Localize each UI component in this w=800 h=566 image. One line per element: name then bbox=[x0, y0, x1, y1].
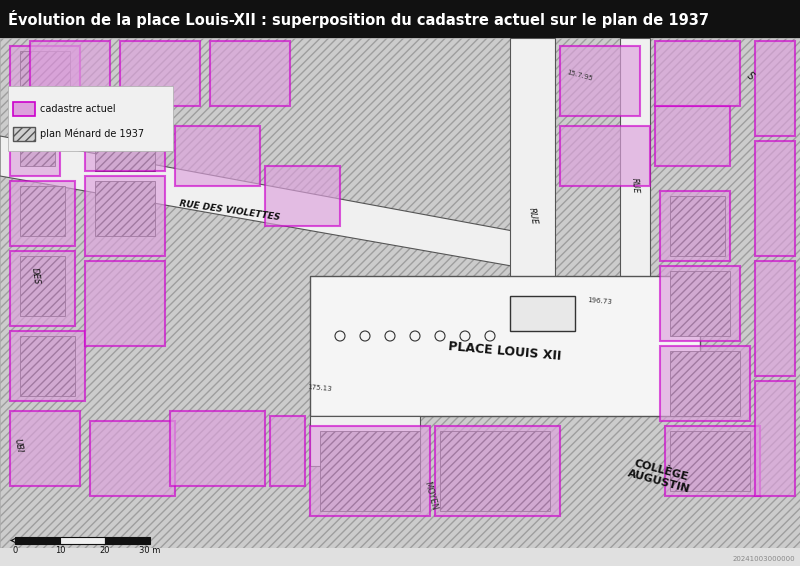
Polygon shape bbox=[10, 46, 80, 106]
Polygon shape bbox=[30, 41, 110, 106]
Bar bbox=[13, 127, 35, 141]
Text: 20241003000000: 20241003000000 bbox=[732, 556, 795, 562]
Polygon shape bbox=[435, 426, 560, 516]
Polygon shape bbox=[510, 38, 555, 316]
Text: COLLÈGE
AUGUSTIN: COLLÈGE AUGUSTIN bbox=[626, 457, 694, 495]
Bar bbox=[15, 537, 60, 544]
Polygon shape bbox=[670, 431, 750, 491]
Polygon shape bbox=[655, 106, 730, 166]
Polygon shape bbox=[665, 426, 760, 496]
Polygon shape bbox=[95, 116, 155, 171]
Polygon shape bbox=[755, 41, 795, 136]
Polygon shape bbox=[440, 431, 550, 511]
Polygon shape bbox=[20, 116, 55, 166]
Polygon shape bbox=[560, 126, 650, 186]
Text: PLACE LOUIS XII: PLACE LOUIS XII bbox=[448, 340, 562, 362]
Text: MOYEN: MOYEN bbox=[422, 481, 438, 512]
Polygon shape bbox=[20, 186, 65, 236]
Polygon shape bbox=[20, 51, 70, 96]
Polygon shape bbox=[170, 411, 265, 486]
Polygon shape bbox=[95, 181, 155, 236]
Bar bbox=[105, 537, 150, 544]
Text: 20: 20 bbox=[100, 546, 110, 555]
Polygon shape bbox=[270, 416, 305, 486]
Text: 196.73: 196.73 bbox=[587, 297, 613, 305]
Polygon shape bbox=[10, 251, 75, 326]
Polygon shape bbox=[655, 41, 740, 106]
Polygon shape bbox=[20, 256, 65, 316]
Polygon shape bbox=[85, 261, 165, 346]
Text: cadastre actuel: cadastre actuel bbox=[40, 104, 116, 114]
Polygon shape bbox=[755, 261, 795, 376]
Polygon shape bbox=[320, 431, 420, 511]
Polygon shape bbox=[660, 266, 740, 341]
Polygon shape bbox=[10, 111, 60, 176]
Polygon shape bbox=[755, 141, 795, 256]
Polygon shape bbox=[85, 111, 165, 171]
Polygon shape bbox=[10, 411, 80, 486]
Polygon shape bbox=[265, 166, 340, 226]
Polygon shape bbox=[560, 46, 640, 116]
Text: 10: 10 bbox=[54, 546, 66, 555]
Bar bbox=[510, 296, 575, 331]
Bar bbox=[0, 0, 800, 38]
Polygon shape bbox=[670, 351, 740, 416]
Text: Évolution de la place Louis-XII : superposition du cadastre actuel sur le plan d: Évolution de la place Louis-XII : superp… bbox=[8, 10, 709, 28]
Polygon shape bbox=[20, 336, 75, 396]
Polygon shape bbox=[670, 196, 725, 256]
Bar bbox=[0, 548, 800, 566]
Polygon shape bbox=[670, 271, 730, 336]
Polygon shape bbox=[0, 136, 540, 271]
Text: UBI: UBI bbox=[12, 438, 24, 454]
Bar bbox=[8, 86, 173, 151]
Polygon shape bbox=[755, 381, 795, 496]
Polygon shape bbox=[210, 41, 290, 106]
Polygon shape bbox=[120, 41, 200, 106]
Text: 15.7.95: 15.7.95 bbox=[566, 70, 594, 83]
Text: RUE: RUE bbox=[527, 207, 539, 225]
Polygon shape bbox=[620, 38, 650, 366]
Polygon shape bbox=[660, 191, 730, 261]
Polygon shape bbox=[10, 181, 75, 246]
Polygon shape bbox=[310, 426, 430, 516]
Polygon shape bbox=[10, 331, 85, 401]
Text: DES: DES bbox=[30, 267, 41, 285]
Bar bbox=[13, 102, 35, 116]
Polygon shape bbox=[85, 176, 165, 256]
Text: plan Ménard de 1937: plan Ménard de 1937 bbox=[40, 128, 144, 139]
Text: RUE: RUE bbox=[630, 178, 640, 194]
Text: 0: 0 bbox=[12, 546, 18, 555]
Bar bbox=[60, 537, 105, 544]
Text: RUE DES VIOLETTES: RUE DES VIOLETTES bbox=[179, 199, 281, 222]
Text: S: S bbox=[744, 70, 756, 82]
Text: 175.13: 175.13 bbox=[307, 384, 333, 392]
Polygon shape bbox=[310, 416, 420, 466]
Polygon shape bbox=[90, 421, 175, 496]
Text: 30 m: 30 m bbox=[139, 546, 161, 555]
Polygon shape bbox=[660, 346, 750, 421]
Polygon shape bbox=[175, 126, 260, 186]
Polygon shape bbox=[310, 276, 700, 416]
